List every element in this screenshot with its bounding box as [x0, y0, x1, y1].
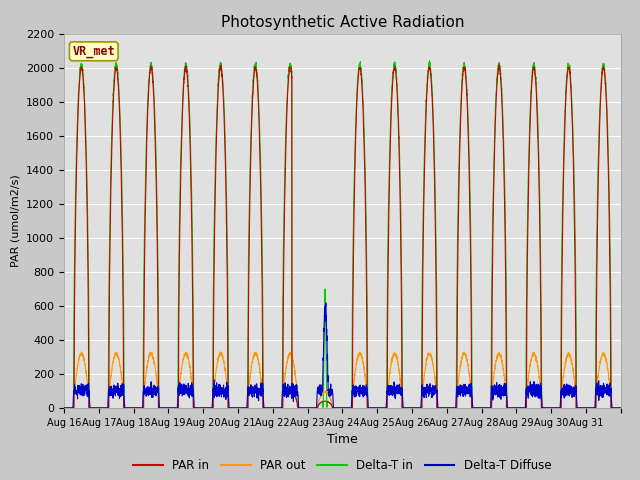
- Legend: PAR in, PAR out, Delta-T in, Delta-T Diffuse: PAR in, PAR out, Delta-T in, Delta-T Dif…: [129, 455, 556, 477]
- Y-axis label: PAR (umol/m2/s): PAR (umol/m2/s): [10, 174, 20, 267]
- Title: Photosynthetic Active Radiation: Photosynthetic Active Radiation: [221, 15, 464, 30]
- Text: VR_met: VR_met: [72, 45, 115, 58]
- X-axis label: Time: Time: [327, 433, 358, 446]
